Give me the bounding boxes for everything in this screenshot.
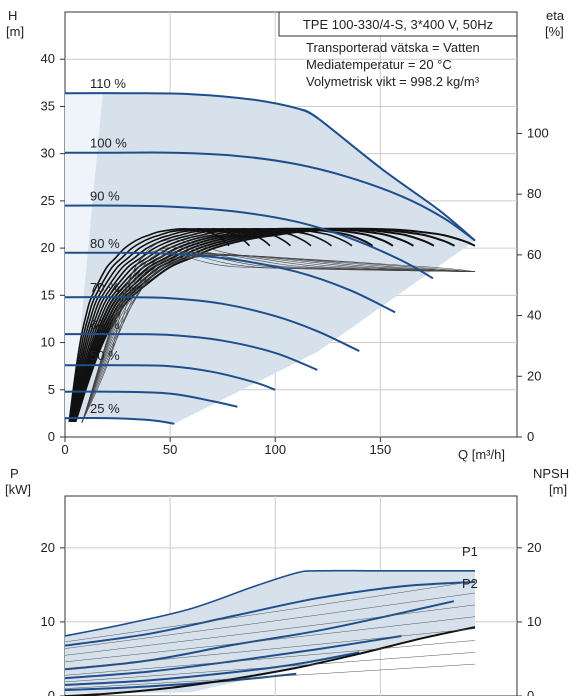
y2-tick-label: 80 [527,186,541,201]
bottom-chart-ticks: 0 10 20 0 10 20 [41,540,541,696]
y-tick-label: 20 [41,540,55,555]
y-right-unit: [%] [545,24,564,39]
head-efficiency-arc [81,253,476,423]
y-tick-label: 10 [41,614,55,629]
efficiency-curve [71,227,374,423]
y-tick-label: 35 [41,98,55,113]
min-flow-shade [65,93,103,428]
power-guide-line [64,652,476,683]
power-guide-line [64,604,476,656]
pump-title-box [278,11,518,37]
y-tick-label: 40 [41,51,55,66]
y-right-label: eta [546,8,565,23]
speed-curve-label: 60 % [90,317,120,332]
efficiency-curve [68,227,251,422]
x-tick-label: 100 [264,442,286,457]
y2-tick-label: 40 [527,308,541,323]
p-axis-unit: [kW] [5,482,31,497]
head-efficiency-arc [81,239,476,423]
p-axis-label: P [10,466,19,481]
power-guide-line [64,580,476,643]
efficiency-curves [68,227,476,423]
y-left-unit: [m] [6,24,24,39]
x-tick-label: 50 [163,442,177,457]
y-tick-label: 30 [41,146,55,161]
efficiency-curve [70,227,292,422]
efficiency-curve [72,227,394,423]
power-curve [64,651,360,686]
power-guide-line [64,616,476,663]
top-chart-ticks: 0 50 100 150 0 5 10 15 20 25 30 35 40 0 20 40 60 80 100 [41,51,549,457]
y-left-label: H [8,8,17,23]
y2-tick-label: 10 [527,614,541,629]
efficiency-curve [74,227,455,423]
y2-tick-label: 100 [527,125,549,140]
y2-tick-label: 0 [527,429,534,444]
power-guide-line [64,663,476,689]
y-tick-label: 20 [41,240,55,255]
y-tick-label: 10 [41,335,55,350]
y-tick-label: 0 [48,429,55,444]
x-axis-label: Q [m³/h] [458,447,505,462]
power-guide-line [64,628,476,669]
bottom-chart: 0 10 20 0 10 20 P [kW] NPSH [m] P1 P2 [5,466,569,696]
y-tick-label: 5 [48,382,55,397]
y-tick-label: 0 [48,688,55,696]
efficiency-curve [73,227,435,423]
head-efficiency-arc [81,252,476,423]
speed-curve [64,204,434,280]
efficiency-curve [68,227,230,422]
efficiency-curve [71,227,332,422]
power-envelope-fill [65,570,475,694]
power-curve [64,672,297,692]
speed-curve-label: 50 % [90,348,120,363]
top-chart: 110 %100 %90 %80 %70 %60 %50 %25 % 0 50 10… [6,8,565,462]
y-tick-label: 25 [41,193,55,208]
speed-curve [65,151,476,242]
npsh-axis-label: NPSH [533,466,569,481]
power-guide-line [64,592,476,649]
y-tick-label: 15 [41,287,55,302]
efficiency-curve [69,227,271,422]
npsh-curve [64,626,476,696]
speed-curve [64,416,175,425]
speed-labels: 110 % 100 % 90 % 80 % 70 % 60 % 50 % 25 % [90,76,127,416]
efficiency-curve [72,227,414,423]
p2-label: P2 [462,576,478,591]
efficiency-curve [71,227,353,422]
power-curve [64,580,476,647]
speed-curve-label: 100 % [90,136,127,151]
speed-curve-label: 70 % [90,280,120,295]
speed-curve [64,251,396,314]
x-tick-label: 0 [61,442,68,457]
power-guide-line [64,640,476,676]
p1-label: P1 [462,544,478,559]
y2-tick-label: 20 [527,540,541,555]
efficiency-curve [70,227,312,422]
speed-curve-label: 90 % [90,189,120,204]
power-curves [64,569,476,696]
speed-curve-label: 110 % [90,76,126,91]
y2-tick-label: 20 [527,368,541,383]
power-curve [64,569,475,637]
y2-tick-label: 60 [527,247,541,262]
speed-curve [64,92,318,119]
x-tick-label: 150 [369,442,391,457]
npsh-axis-unit: [m] [549,482,567,497]
info-liquid: Transporterad vätska = Vatten [306,40,480,55]
speed-curve [64,333,318,371]
speed-curve [64,296,360,353]
speed-curve-label: 80 % [90,236,120,251]
head-efficiency-arc [81,253,476,423]
info-temperature: Mediatemperatur = 20 °C [306,57,452,72]
head-curves [64,92,476,425]
speed-curve [64,364,276,391]
power-envelope-area [65,570,475,694]
info-density: Volymetrisk vikt = 998.2 kg/m³ [306,74,480,89]
y2-tick-label: 0 [527,688,534,696]
speed-curve [64,390,238,408]
pump-title: TPE 100-330/4-S, 3*400 V, 50Hz [303,17,493,32]
speed-curve-label: 25 % [90,401,120,416]
